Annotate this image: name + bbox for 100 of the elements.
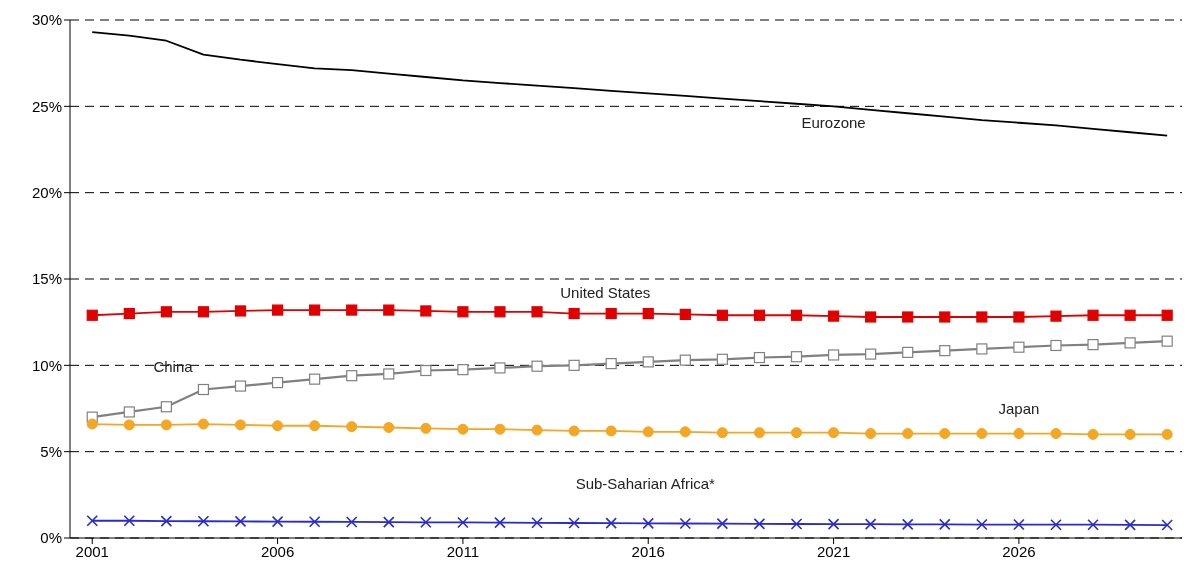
point xyxy=(234,515,247,528)
point xyxy=(1161,428,1173,440)
point xyxy=(976,428,988,440)
point xyxy=(1124,519,1136,531)
point xyxy=(1124,309,1136,321)
point xyxy=(494,306,506,318)
point xyxy=(642,517,655,530)
point xyxy=(123,406,135,418)
point xyxy=(1087,428,1099,440)
point xyxy=(457,423,469,435)
point xyxy=(716,517,729,530)
point xyxy=(642,426,654,438)
point xyxy=(902,311,914,323)
point xyxy=(346,421,358,433)
point xyxy=(86,514,99,527)
point xyxy=(234,380,247,392)
point xyxy=(1161,519,1173,531)
point xyxy=(790,309,803,321)
point xyxy=(420,516,432,529)
point xyxy=(865,428,877,440)
y-tick-label: 0% xyxy=(40,529,62,547)
point xyxy=(345,516,358,528)
point xyxy=(531,360,543,372)
point xyxy=(1124,337,1136,349)
x-tick-label: 2016 xyxy=(631,542,665,560)
point xyxy=(1087,339,1099,351)
point xyxy=(679,426,691,438)
x-tick-label: 2026 xyxy=(1002,542,1036,560)
point xyxy=(420,364,432,377)
point xyxy=(197,383,210,396)
point xyxy=(271,304,284,316)
point xyxy=(272,420,284,432)
point xyxy=(1087,518,1099,531)
x-tick-label: 2006 xyxy=(260,542,295,560)
point xyxy=(1050,310,1062,322)
point xyxy=(457,364,469,376)
point xyxy=(235,419,247,431)
point xyxy=(902,346,914,358)
point xyxy=(457,306,469,318)
point xyxy=(791,427,803,439)
point xyxy=(716,353,728,365)
point xyxy=(160,419,172,431)
point xyxy=(197,306,210,318)
y-tick-label: 5% xyxy=(40,442,62,460)
point xyxy=(939,428,951,440)
point xyxy=(1013,341,1025,353)
point xyxy=(790,351,803,363)
series-label: Eurozone xyxy=(801,114,866,132)
point xyxy=(1050,339,1062,352)
point xyxy=(827,349,840,361)
point xyxy=(234,305,247,317)
point xyxy=(605,358,617,370)
point xyxy=(1087,309,1099,321)
point xyxy=(123,307,135,320)
point xyxy=(679,517,692,530)
point xyxy=(160,306,172,318)
point xyxy=(642,356,654,368)
point xyxy=(123,419,135,431)
point xyxy=(1050,518,1062,531)
point xyxy=(346,370,358,382)
point xyxy=(901,518,914,531)
point xyxy=(679,354,691,366)
series-label: United States xyxy=(560,284,651,302)
point xyxy=(605,425,617,437)
point xyxy=(1161,309,1173,321)
y-tick-label: 30% xyxy=(31,11,62,29)
point xyxy=(531,306,543,318)
point xyxy=(864,518,877,530)
point xyxy=(382,516,395,528)
point xyxy=(494,516,506,529)
point xyxy=(309,420,321,432)
point xyxy=(605,517,617,529)
point xyxy=(827,518,840,530)
point xyxy=(420,305,432,317)
point xyxy=(160,401,172,413)
point xyxy=(790,518,803,530)
point xyxy=(976,343,988,355)
point xyxy=(753,518,766,530)
point xyxy=(1013,311,1025,323)
point xyxy=(309,304,321,316)
x-tick-label: 2011 xyxy=(446,542,480,560)
point xyxy=(568,425,580,437)
point xyxy=(939,345,951,357)
point xyxy=(531,517,543,529)
y-tick-label: 15% xyxy=(31,270,62,288)
point xyxy=(716,309,728,321)
point xyxy=(531,424,543,436)
point xyxy=(86,309,98,321)
point xyxy=(308,515,321,528)
point xyxy=(420,422,432,434)
y-tick-label: 25% xyxy=(31,97,62,115)
point xyxy=(383,304,395,316)
point xyxy=(1161,335,1173,347)
point xyxy=(568,307,580,320)
point xyxy=(865,348,877,360)
point xyxy=(827,310,840,322)
point xyxy=(346,304,358,316)
point xyxy=(716,427,728,439)
point xyxy=(197,418,209,430)
y-tick-label: 10% xyxy=(31,356,62,374)
